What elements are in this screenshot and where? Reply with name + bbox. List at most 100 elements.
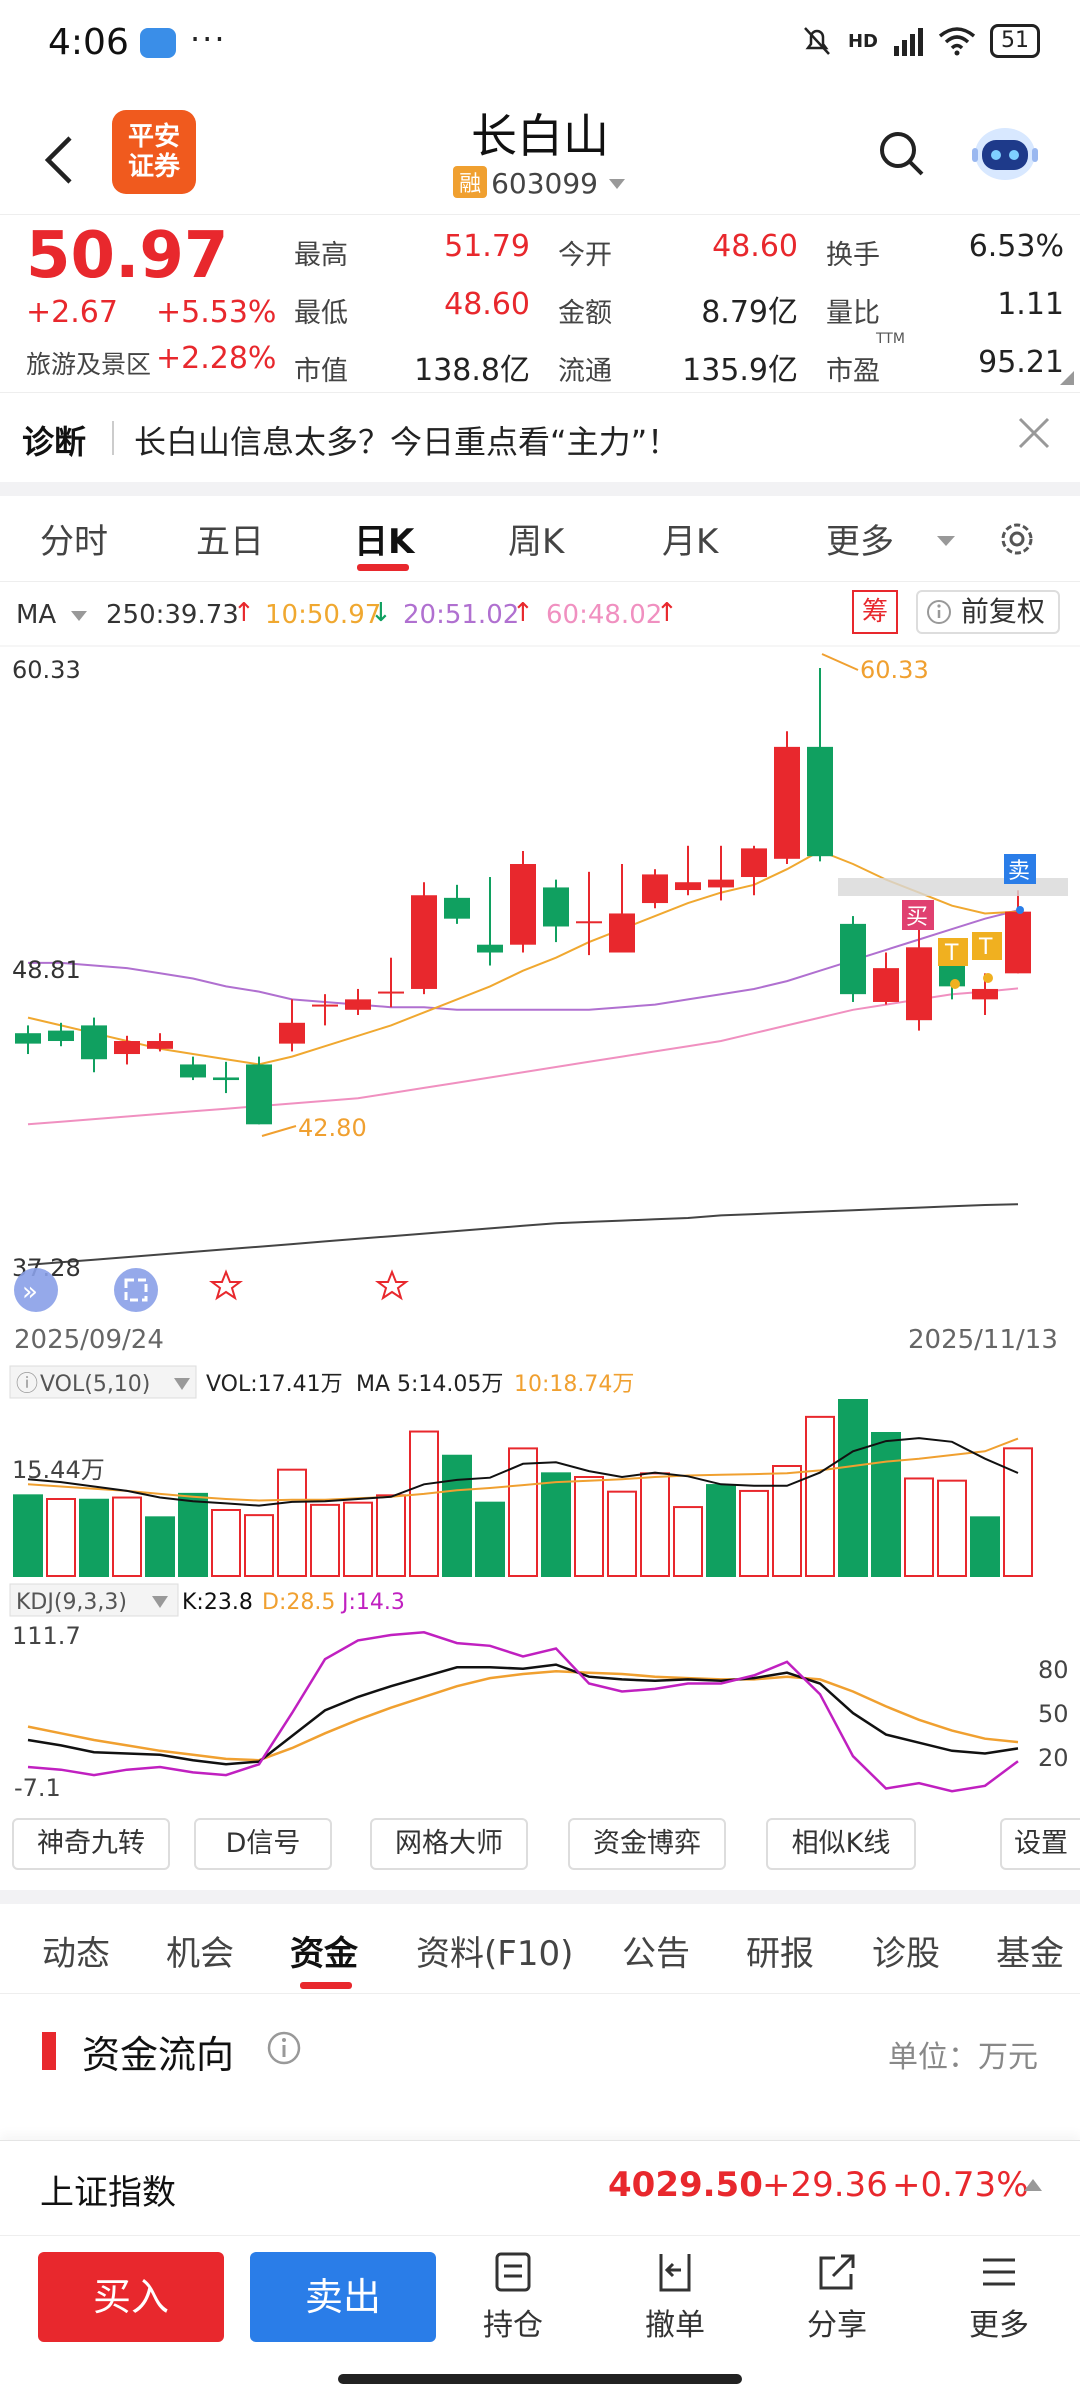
section-separator: [0, 482, 1080, 496]
search-icon[interactable]: [876, 128, 926, 178]
kdj-indicator-label: KDJ(9,3,3): [16, 1590, 127, 1615]
volume-bar: [805, 1415, 835, 1577]
kline-chart[interactable]: 60.33 48.81 37.28 60.33 42.80 买 卖 T T » …: [0, 640, 1080, 1810]
positions-icon: [495, 2252, 531, 2292]
tab-intraday[interactable]: 分时: [40, 522, 108, 562]
chip-distribution-button[interactable]: 筹: [852, 590, 898, 634]
tab-news[interactable]: 动态: [42, 1934, 110, 1974]
buy-signal-badge[interactable]: [902, 900, 934, 930]
ma60-value: 60:48.02: [546, 600, 663, 630]
quote-panel: 50.97 +2.67 +5.53% 旅游及景区 +2.28% 最高 51.79 今…: [0, 215, 1080, 390]
vol-ma5: MA 5:14.05万: [356, 1372, 503, 1397]
candle-body: [642, 874, 668, 904]
tab-monthly-k[interactable]: 月K: [662, 522, 719, 562]
t-signal-label: T: [978, 935, 993, 960]
tab-research[interactable]: 研报: [746, 1934, 814, 1974]
volume-bar: [409, 1430, 439, 1577]
volume-bar: [310, 1503, 340, 1577]
more-button[interactable]: 更多: [944, 2250, 1054, 2344]
cancel-order-button[interactable]: 撤单: [620, 2250, 730, 2344]
info-icon: [927, 600, 951, 624]
t-signal-badge[interactable]: [938, 938, 968, 966]
event-star-icon[interactable]: [375, 1269, 409, 1301]
stock-name: 长白山: [471, 109, 609, 163]
sell-signal-badge[interactable]: [1004, 854, 1036, 884]
tool-similar-k[interactable]: 相似K线: [766, 1818, 916, 1870]
candle-body: [708, 879, 734, 888]
volume-bar: [772, 1465, 802, 1577]
vol-selector[interactable]: [9, 1365, 197, 1399]
status-icons: HD 51: [800, 24, 1040, 58]
sector-change-pct[interactable]: +2.28%: [156, 341, 277, 376]
event-star-icon[interactable]: [209, 1269, 243, 1301]
back-arrow-icon[interactable]: [40, 130, 80, 190]
ai-assistant-icon[interactable]: [970, 120, 1040, 184]
index-change-pct: +0.73%: [892, 2165, 1029, 2205]
high-marker-line: [821, 653, 859, 671]
tab-weekly-k[interactable]: 周K: [508, 522, 565, 562]
index-ticker[interactable]: 上证指数 4029.50 +29.36 +0.73%: [0, 2140, 1080, 2235]
tab-fund[interactable]: 基金: [996, 1934, 1064, 1974]
buy-button[interactable]: 买入: [38, 2252, 224, 2342]
tool-settings[interactable]: 设置: [1000, 1818, 1080, 1870]
tool-grid-master[interactable]: 网格大师: [370, 1818, 528, 1870]
share-button[interactable]: 分享: [782, 2250, 892, 2344]
broker-logo[interactable]: 平安 证券: [112, 110, 196, 194]
info-icon[interactable]: [266, 2030, 302, 2066]
volume-bar: [508, 1447, 538, 1578]
tab-diagnosis[interactable]: 诊股: [872, 1934, 940, 1974]
stock-code-row[interactable]: 融 603099: [0, 166, 1080, 200]
buy-signal-label: 买: [906, 905, 928, 930]
tool-d-signal[interactable]: D信号: [194, 1818, 332, 1870]
kdj-selector[interactable]: [9, 1583, 179, 1617]
share-label: 分享: [807, 2308, 867, 2343]
tab-announcement[interactable]: 公告: [622, 1934, 690, 1974]
volume-bar: [541, 1472, 571, 1577]
quote-field-value: 138.8亿: [414, 353, 530, 388]
tab-five-day[interactable]: 五日: [196, 522, 264, 562]
volume-bar: [244, 1514, 274, 1578]
quote-field-value: 6.53%: [968, 229, 1064, 264]
fullscreen-icon[interactable]: [114, 1268, 158, 1312]
scroll-left-icon[interactable]: [14, 1268, 58, 1312]
tab-f10[interactable]: 资料(F10): [416, 1934, 574, 1974]
fund-flow-unit: 单位：万元: [888, 2040, 1038, 2075]
tab-opportunity[interactable]: 机会: [166, 1934, 234, 1974]
sell-signal-dot: [1016, 906, 1024, 914]
sector-label[interactable]: 旅游及景区: [26, 350, 152, 379]
kdj-tick-80: 80: [1038, 1656, 1069, 1684]
chevron-down-icon[interactable]: [935, 534, 957, 548]
menu-icon: [983, 2258, 1015, 2286]
tool-magic-nine[interactable]: 神奇九转: [12, 1818, 170, 1870]
candle-body: [114, 1041, 140, 1055]
kdj-axis-bottom: -7.1: [14, 1774, 61, 1802]
chevron-up-icon[interactable]: [1024, 2179, 1042, 2191]
volume-bar: [706, 1484, 736, 1577]
kdj-lines: [27, 1631, 1019, 1793]
ma-legend[interactable]: MA 250:39.73 ↑ 10:50.97 ↓ 20:51.02 ↑ 60:…: [0, 590, 1080, 640]
kdj-d-value: D:28.5: [262, 1590, 335, 1615]
diagnosis-banner[interactable]: 诊断 长白山信息太多？今日重点看“主力”！: [0, 392, 1080, 482]
tab-more[interactable]: 更多: [826, 522, 894, 562]
chevron-down-icon: [608, 179, 625, 189]
adjust-mode-button[interactable]: 前复权: [916, 590, 1060, 634]
tab-funds[interactable]: 资金: [290, 1934, 358, 1974]
quote-field-label: 市盈: [826, 356, 880, 387]
kdj-tick-20: 20: [1038, 1744, 1069, 1772]
network-type: HD: [847, 30, 878, 52]
gear-icon[interactable]: [996, 518, 1038, 560]
ma60-path: [27, 987, 1019, 1126]
close-icon[interactable]: [1016, 415, 1052, 451]
ma250-value: 250:39.73: [106, 600, 239, 630]
sell-button[interactable]: 卖出: [250, 2252, 436, 2342]
tab-daily-k[interactable]: 日K: [354, 522, 415, 562]
ma60-line: [27, 987, 1019, 1126]
candle-body: [741, 848, 767, 878]
tool-fund-game[interactable]: 资金博弈: [568, 1818, 726, 1870]
volume-bar: [640, 1472, 670, 1577]
t-signal-badge[interactable]: [972, 932, 1002, 960]
diagnosis-text: 长白山信息太多？今日重点看“主力”！: [134, 423, 680, 461]
quote-field-value: 51.79: [444, 229, 530, 264]
home-indicator[interactable]: [338, 2374, 742, 2384]
positions-button[interactable]: 持仓: [458, 2250, 568, 2344]
